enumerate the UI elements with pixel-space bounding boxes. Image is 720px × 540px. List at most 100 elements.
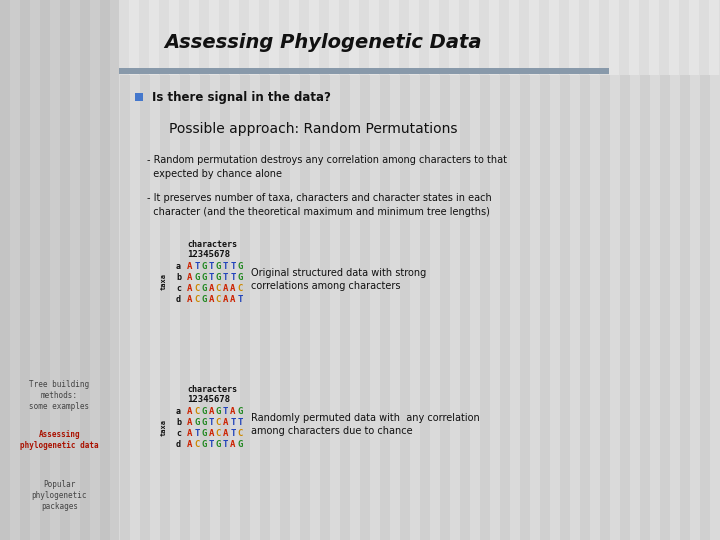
Bar: [310, 0, 320, 540]
Text: Randomly permuted data with  any correlation
among characters due to chance: Randomly permuted data with any correlat…: [251, 413, 480, 436]
Bar: [329, 0, 339, 75]
Bar: [30, 0, 40, 540]
Text: G: G: [202, 407, 207, 416]
Text: C: C: [216, 295, 221, 304]
Text: c: c: [176, 284, 181, 293]
Bar: [150, 0, 160, 540]
Bar: [489, 0, 499, 75]
Text: A: A: [223, 295, 228, 304]
Bar: [699, 0, 709, 75]
Bar: [359, 0, 369, 75]
Bar: [540, 0, 550, 540]
Bar: [320, 0, 330, 540]
Text: T: T: [230, 429, 235, 438]
Text: C: C: [194, 284, 199, 293]
Text: characters: characters: [187, 240, 237, 249]
Text: C: C: [216, 418, 221, 427]
Text: 12345678: 12345678: [187, 250, 230, 259]
Bar: [430, 0, 440, 540]
Bar: [419, 0, 429, 75]
Bar: [160, 0, 170, 540]
Bar: [570, 0, 580, 540]
Bar: [339, 0, 349, 75]
Bar: [299, 0, 309, 75]
Bar: [140, 0, 150, 540]
Text: A: A: [209, 284, 214, 293]
Text: T: T: [194, 429, 199, 438]
Text: T: T: [209, 440, 214, 449]
Bar: [229, 0, 239, 75]
Bar: [360, 0, 370, 540]
Bar: [429, 0, 439, 75]
Bar: [420, 0, 430, 540]
Bar: [659, 0, 669, 75]
Bar: [249, 0, 259, 75]
Text: C: C: [194, 407, 199, 416]
Bar: [490, 0, 500, 540]
Bar: [30, 0, 40, 540]
Bar: [519, 0, 529, 75]
Text: A: A: [223, 418, 228, 427]
Bar: [230, 0, 240, 540]
Bar: [180, 0, 190, 540]
Text: T: T: [209, 262, 214, 271]
Text: G: G: [216, 407, 221, 416]
Bar: [610, 0, 620, 540]
Text: T: T: [223, 262, 228, 271]
Text: A: A: [187, 262, 192, 271]
Bar: [440, 0, 450, 540]
Text: A: A: [230, 440, 235, 449]
Bar: [270, 0, 280, 540]
Bar: [290, 0, 300, 540]
Bar: [700, 0, 710, 540]
Bar: [159, 0, 169, 75]
Text: T: T: [238, 295, 243, 304]
Bar: [289, 0, 299, 75]
Bar: [460, 0, 470, 540]
Bar: [369, 0, 379, 75]
Text: G: G: [202, 284, 207, 293]
Bar: [559, 0, 569, 75]
Text: a: a: [176, 407, 181, 416]
Text: G: G: [202, 440, 207, 449]
Text: taxa: taxa: [161, 273, 167, 291]
Text: T: T: [238, 418, 243, 427]
Text: G: G: [216, 440, 221, 449]
Text: T: T: [223, 440, 228, 449]
Text: T: T: [209, 418, 214, 427]
Bar: [470, 0, 480, 540]
Bar: [649, 0, 659, 75]
Bar: [530, 0, 540, 540]
Bar: [600, 0, 610, 540]
Text: Is there signal in the data?: Is there signal in the data?: [152, 91, 331, 104]
Bar: [100, 0, 110, 540]
Text: T: T: [230, 262, 235, 271]
Bar: [119, 0, 129, 75]
Text: T: T: [223, 407, 228, 416]
Text: C: C: [238, 284, 243, 293]
Bar: [0, 0, 119, 540]
Bar: [90, 0, 100, 540]
Bar: [400, 0, 410, 540]
Bar: [10, 0, 20, 540]
Bar: [50, 0, 60, 540]
Bar: [350, 0, 360, 540]
Bar: [90, 0, 100, 540]
Bar: [579, 0, 589, 75]
Text: C: C: [194, 295, 199, 304]
Bar: [80, 0, 90, 540]
Bar: [280, 0, 290, 540]
Text: A: A: [187, 407, 192, 416]
Text: b: b: [176, 273, 181, 282]
Bar: [219, 0, 229, 75]
Bar: [209, 0, 219, 75]
Text: Assessing
phylogenetic data: Assessing phylogenetic data: [20, 430, 99, 450]
Bar: [379, 0, 389, 75]
Bar: [240, 0, 250, 540]
Bar: [660, 0, 670, 540]
Text: A: A: [223, 284, 228, 293]
Bar: [640, 0, 650, 540]
Bar: [510, 0, 520, 540]
Text: A: A: [209, 429, 214, 438]
Bar: [710, 0, 720, 540]
